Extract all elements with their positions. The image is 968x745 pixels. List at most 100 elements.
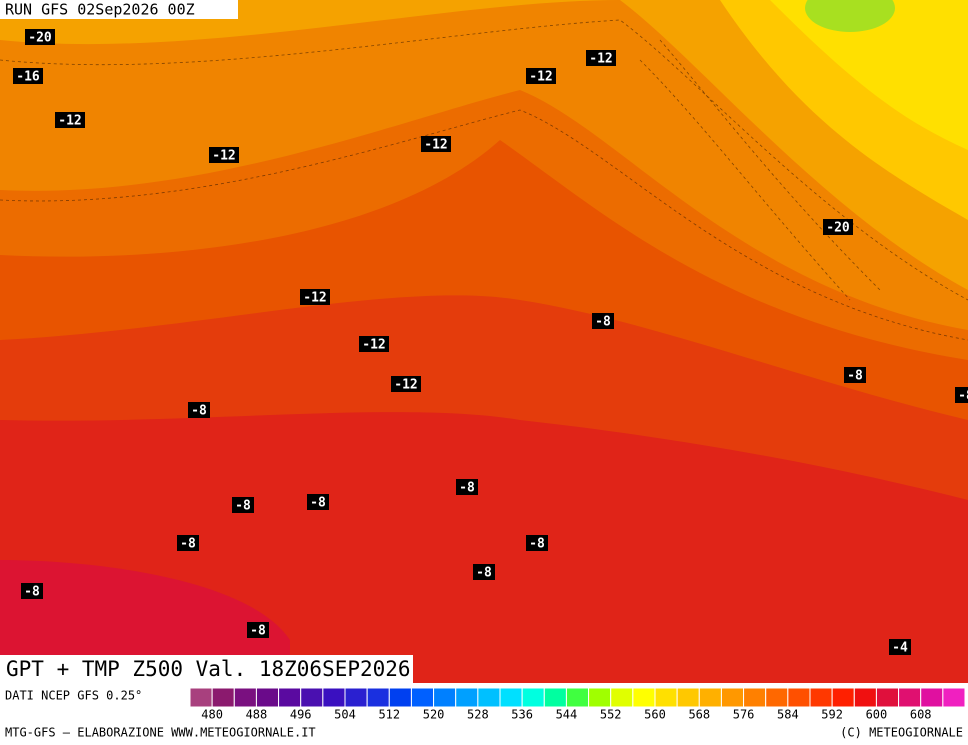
label-box (209, 147, 239, 163)
label-box (586, 50, 616, 66)
color-swatch (189, 687, 213, 708)
temperature-label: -12 (589, 52, 612, 67)
colorbar-tick-label: 584 (777, 708, 799, 722)
color-swatch (765, 687, 789, 708)
color-swatch (610, 687, 634, 708)
title-box (0, 655, 413, 683)
color-swatch (920, 687, 944, 708)
color-swatch (543, 687, 567, 708)
colorbar-tick-label: 528 (467, 708, 489, 722)
label-box (232, 497, 254, 513)
label-box (473, 564, 495, 580)
label-box (25, 29, 55, 45)
color-swatch (588, 687, 612, 708)
label-box (526, 535, 548, 551)
color-swatch (875, 687, 900, 708)
temperature-label: -8 (459, 481, 475, 496)
footer-left: MTG-GFS — ELABORAZIONE WWW.METEOGIORNALE… (5, 726, 316, 740)
header-box (0, 0, 238, 19)
label-box (247, 622, 269, 638)
label-box (13, 68, 43, 84)
colorbar-tick-label: 488 (246, 708, 268, 722)
color-swatch (787, 687, 811, 708)
colorbar-tick-label: 608 (910, 708, 932, 722)
color-swatch (521, 687, 545, 708)
field (805, 0, 895, 32)
color-swatch (278, 687, 302, 708)
color-swatch (676, 687, 700, 708)
color-swatch (233, 687, 257, 708)
map-title: GPT + TMP Z500 Val. 18Z06SEP2026 (6, 657, 411, 681)
temperature-labels: -20 -16 -12 -12 -12 -12 -12 -20 -12 -12 -12 -8 -8 -8 -… (13, 29, 968, 656)
temperature-label: -8 (595, 315, 611, 330)
color-swatch (477, 687, 501, 708)
label-box (456, 479, 478, 495)
label-box (359, 336, 389, 352)
temperature-label: -12 (58, 114, 81, 129)
colorbar-tick-label: 544 (556, 708, 578, 722)
temperature-label: -8 (180, 537, 196, 552)
temperature-label: -8 (235, 499, 251, 514)
color-swatch (499, 687, 523, 708)
label-box (391, 376, 421, 392)
color-swatch (853, 687, 877, 708)
color-swatch (410, 687, 435, 708)
label-box (55, 112, 85, 128)
temperature-label: -12 (362, 338, 385, 353)
color-swatch (831, 687, 855, 708)
temperature-label: -12 (212, 149, 235, 164)
temperature-label: -8 (476, 566, 492, 581)
colorbar-tick-label: 560 (644, 708, 666, 722)
label-box (955, 387, 968, 403)
label-box (889, 639, 911, 655)
colorbar-tick-label: 536 (511, 708, 533, 722)
color-swatch (809, 687, 833, 708)
color-swatch (632, 687, 656, 708)
color-swatch (720, 687, 745, 708)
label-box (188, 402, 210, 418)
colorbar: 480 488 496 504 512 520 528 536 544 552 560 568 576 5… (189, 687, 966, 722)
color-swatch (211, 687, 235, 708)
color-swatch (366, 687, 390, 708)
label-box (421, 136, 451, 152)
colorbar-tick-label: 512 (378, 708, 400, 722)
source-label: DATI NCEP GFS 0.25° (5, 689, 142, 703)
run-label: RUN GFS 02Sep2026 00Z (5, 1, 195, 19)
field (0, 560, 290, 683)
temperature-label: -8 (250, 624, 266, 639)
field (770, 0, 968, 150)
color-swatch (898, 687, 922, 708)
label-box (526, 68, 556, 84)
contours (0, 19, 968, 341)
color-swatch (300, 687, 324, 708)
label-box (300, 289, 330, 305)
temperature-label: -16 (16, 70, 40, 85)
temperature-label: -8 (24, 585, 40, 600)
color-swatch (322, 687, 346, 708)
temperature-label: -8 (958, 389, 968, 404)
temperature-label: -20 (28, 31, 52, 46)
color-swatch (433, 687, 457, 708)
map (0, 0, 968, 683)
label-box (307, 494, 329, 510)
temperature-label: -20 (826, 221, 850, 236)
colorbar-tick-label: 520 (423, 708, 445, 722)
label-box (823, 219, 853, 235)
color-swatch (255, 687, 280, 708)
color-swatch (455, 687, 479, 708)
temperature-label: -4 (892, 641, 908, 656)
color-swatch (565, 687, 590, 708)
label-box (844, 367, 866, 383)
colorbar-tick-label: 496 (290, 708, 312, 722)
temperature-label: -12 (303, 291, 326, 306)
colorbar-tick-label: 576 (733, 708, 755, 722)
temperature-label: -8 (310, 496, 326, 511)
temperature-label: -8 (191, 404, 207, 419)
color-swatch (743, 687, 767, 708)
colorbar-tick-label: 568 (688, 708, 710, 722)
label-box (177, 535, 199, 551)
temperature-label: -8 (529, 537, 545, 552)
label-box (592, 313, 614, 329)
color-swatch (654, 687, 678, 708)
